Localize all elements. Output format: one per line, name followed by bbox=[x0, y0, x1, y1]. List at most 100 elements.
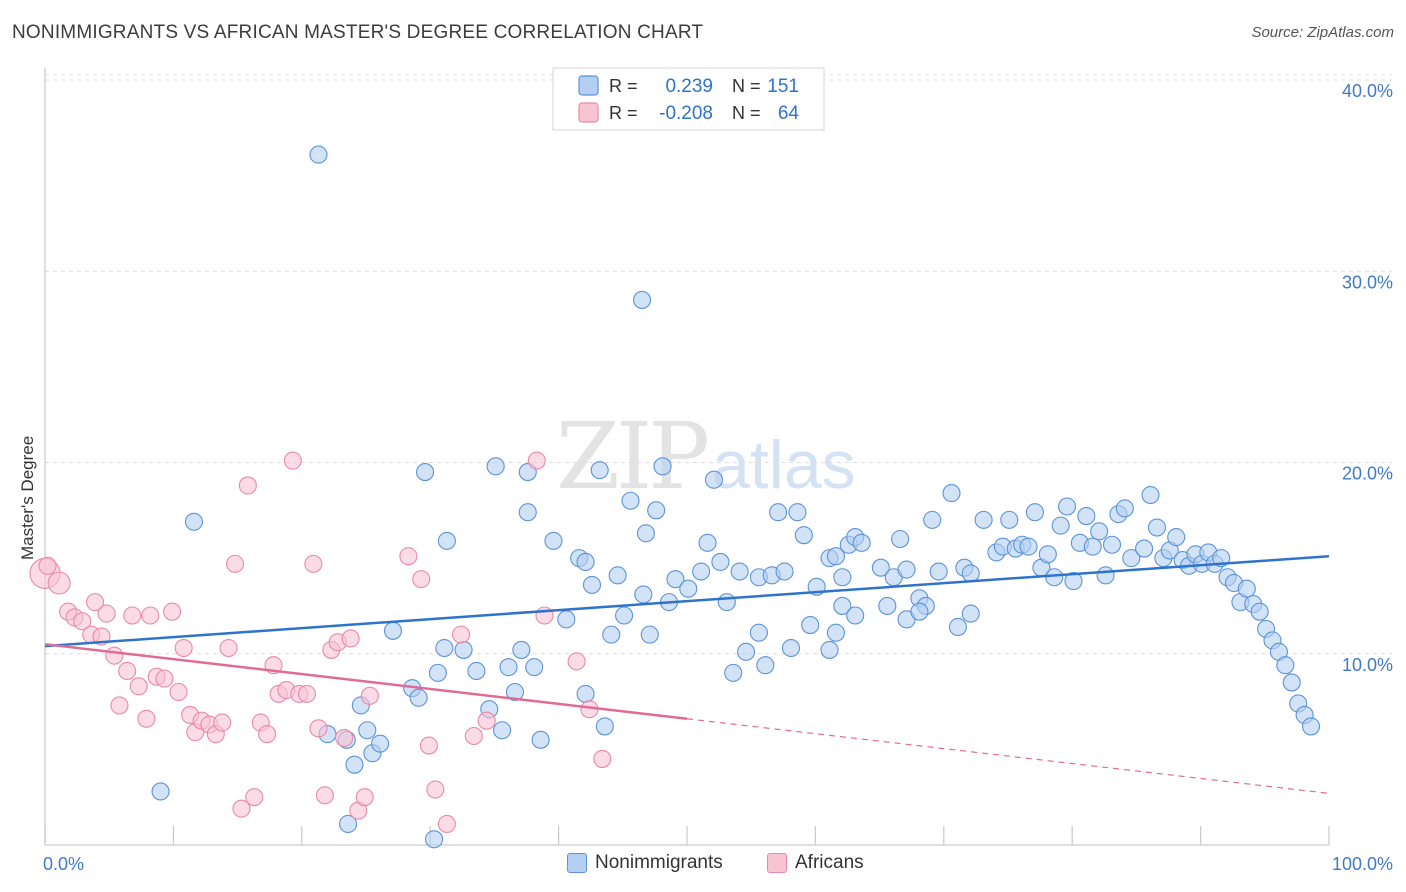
africans-point bbox=[527, 451, 546, 470]
africans-point bbox=[283, 451, 302, 470]
nonimmigrants-point bbox=[634, 585, 653, 604]
nonimmigrants-point bbox=[435, 638, 454, 658]
africans-point bbox=[47, 571, 71, 595]
nonimmigrants-point bbox=[666, 570, 685, 589]
nonimmigrants-point bbox=[409, 688, 428, 707]
legend-r-label-2: R = bbox=[609, 103, 638, 123]
correlation-legend: R = 0.239 N = 151 R = -0.208 N = 64 bbox=[552, 67, 825, 131]
legend-n-value-1: 151 bbox=[767, 76, 799, 97]
africans-point bbox=[412, 570, 431, 589]
africans-point bbox=[309, 719, 328, 738]
nonimmigrants-point bbox=[1301, 717, 1321, 736]
y-tick-label-1: 20.0% bbox=[1342, 464, 1393, 484]
nonimmigrants-point bbox=[1147, 518, 1166, 537]
africans-point bbox=[137, 709, 156, 728]
nonimmigrants-point bbox=[974, 510, 993, 529]
nonimmigrants-point bbox=[636, 524, 655, 543]
nonimmigrants-point bbox=[1096, 566, 1115, 585]
nonimmigrants-point bbox=[961, 604, 980, 623]
nonimmigrants-point bbox=[781, 638, 801, 658]
nonimmigrants-point bbox=[820, 640, 839, 659]
africans-point bbox=[232, 799, 251, 818]
nonimmigrants-point bbox=[499, 658, 518, 677]
africans-point bbox=[341, 629, 360, 648]
africans-trend-extension bbox=[686, 718, 1330, 794]
trend-lines bbox=[44, 554, 1330, 794]
nonimmigrants-point bbox=[1064, 572, 1083, 591]
nonimmigrants-point bbox=[493, 721, 512, 740]
nonimmigrants-point bbox=[1250, 602, 1269, 621]
legend-n-label-1: N = bbox=[732, 76, 761, 96]
nonimmigrants-point bbox=[1276, 656, 1295, 675]
nonimmigrants-point bbox=[582, 575, 602, 594]
africans-trend-line bbox=[44, 642, 688, 721]
legend-item-africans[interactable]: Africans bbox=[767, 852, 864, 874]
nonimmigrants-point bbox=[544, 531, 563, 550]
nonimmigrants-point bbox=[345, 755, 364, 774]
nonimmigrants-point bbox=[1019, 537, 1038, 556]
africans-point bbox=[426, 780, 445, 799]
nonimmigrants-point bbox=[1000, 510, 1019, 529]
africans-point bbox=[355, 788, 374, 807]
nonimmigrants-point bbox=[653, 457, 672, 476]
nonimmigrants-point bbox=[595, 717, 614, 736]
africans-point bbox=[399, 547, 418, 566]
africans-point bbox=[477, 711, 496, 730]
nonimmigrants-point bbox=[794, 526, 813, 545]
tick-labels: 10.0% 20.0% 30.0% 40.0% 0.0% 100.0% bbox=[43, 81, 1393, 874]
africans-point bbox=[174, 638, 193, 658]
africans-series bbox=[29, 451, 612, 834]
nonimmigrants-point bbox=[698, 533, 717, 552]
nonimmigrants-point bbox=[531, 730, 550, 749]
nonimmigrants-point bbox=[437, 531, 456, 550]
nonimmigrants-point bbox=[948, 617, 967, 637]
y-tick-label-0: 10.0% bbox=[1342, 655, 1393, 675]
africans-point bbox=[105, 646, 124, 665]
africans-point bbox=[451, 625, 471, 644]
legend-swatch-africans bbox=[578, 102, 599, 123]
nonimmigrants-point bbox=[724, 663, 743, 682]
africans-point bbox=[360, 686, 379, 705]
nonimmigrants-point bbox=[749, 623, 768, 642]
nonimmigrants-point bbox=[615, 606, 634, 625]
africans-point bbox=[123, 606, 142, 625]
nonimmigrants-point bbox=[692, 562, 711, 581]
legend-r-value-1: 0.239 bbox=[665, 76, 713, 97]
nonimmigrants-point bbox=[891, 529, 910, 549]
nonimmigrants-point bbox=[910, 602, 929, 621]
nonimmigrants-point bbox=[1115, 499, 1134, 518]
nonimmigrants-point bbox=[590, 461, 609, 480]
nonimmigrants-point bbox=[923, 510, 942, 529]
nonimmigrants-point bbox=[1237, 579, 1256, 598]
nonimmigrants-point bbox=[621, 491, 640, 510]
nonimmigrants-point bbox=[371, 734, 390, 753]
africans-point bbox=[335, 728, 354, 747]
nonimmigrants-point bbox=[801, 616, 820, 635]
nonimmigrants-point bbox=[833, 596, 852, 615]
africans-point bbox=[245, 788, 264, 807]
nonimmigrants-point bbox=[737, 642, 756, 661]
nonimmigrants-point bbox=[704, 470, 724, 489]
nonimmigrants-point bbox=[1025, 503, 1045, 522]
nonimmigrants-point bbox=[518, 503, 537, 522]
x-tick-label-0: 0.0% bbox=[43, 854, 84, 874]
legend-n-label-2: N = bbox=[732, 103, 761, 123]
africans-point bbox=[169, 682, 188, 702]
legend-square-africans bbox=[767, 853, 787, 873]
nonimmigrants-point bbox=[730, 562, 749, 581]
africans-point bbox=[86, 593, 105, 612]
legend-item-nonimmigrants[interactable]: Nonimmigrants bbox=[567, 852, 723, 874]
y-tick-label-2: 30.0% bbox=[1342, 272, 1393, 292]
africans-point bbox=[304, 554, 323, 573]
africans-point bbox=[464, 726, 483, 746]
africans-point bbox=[129, 677, 148, 696]
y-tick-label-3: 40.0% bbox=[1342, 81, 1393, 101]
nonimmigrants-point bbox=[358, 721, 377, 740]
nonimmigrants-point bbox=[525, 658, 544, 677]
africans-point bbox=[593, 749, 612, 768]
africans-point bbox=[238, 476, 257, 495]
nonimmigrants-point bbox=[486, 457, 505, 476]
africans-point bbox=[437, 814, 456, 834]
chart-title: NONIMMIGRANTS VS AFRICAN MASTER'S DEGREE… bbox=[12, 22, 704, 43]
